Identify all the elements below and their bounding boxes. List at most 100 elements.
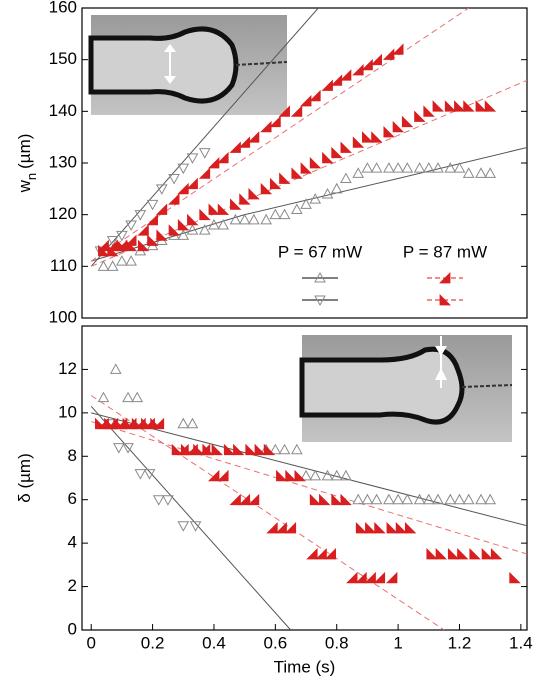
marker bbox=[490, 548, 503, 560]
marker bbox=[290, 105, 303, 117]
marker bbox=[346, 571, 358, 584]
y-axis-label: δ (µm) bbox=[15, 453, 34, 502]
marker bbox=[469, 548, 481, 560]
marker bbox=[339, 69, 352, 81]
marker bbox=[171, 443, 184, 456]
marker bbox=[284, 521, 297, 534]
marker bbox=[365, 521, 377, 534]
legend-marker bbox=[314, 271, 326, 283]
marker bbox=[208, 203, 220, 215]
legend-title: P = 67 mW bbox=[278, 242, 362, 261]
marker bbox=[401, 162, 414, 173]
marker bbox=[248, 213, 260, 225]
marker bbox=[177, 229, 190, 240]
fit-line bbox=[91, 412, 527, 527]
marker bbox=[229, 493, 241, 506]
marker bbox=[168, 193, 180, 205]
marker bbox=[141, 417, 153, 430]
marker bbox=[352, 136, 365, 148]
marker bbox=[392, 120, 405, 133]
marker bbox=[330, 182, 343, 194]
marker bbox=[112, 443, 125, 454]
marker bbox=[238, 213, 251, 225]
marker bbox=[276, 469, 288, 482]
marker bbox=[462, 493, 475, 505]
marker bbox=[355, 521, 368, 534]
marker bbox=[239, 193, 251, 205]
marker bbox=[385, 571, 398, 584]
marker bbox=[97, 391, 110, 403]
marker bbox=[315, 548, 327, 560]
marker bbox=[484, 100, 497, 112]
marker bbox=[202, 443, 214, 456]
marker bbox=[300, 162, 313, 174]
marker bbox=[294, 469, 306, 482]
marker bbox=[309, 157, 322, 169]
marker bbox=[211, 443, 224, 456]
marker bbox=[374, 521, 386, 534]
marker bbox=[432, 100, 444, 112]
marker bbox=[269, 115, 281, 128]
x-tick-label: 0.2 bbox=[141, 633, 165, 652]
y-tick-label: 150 bbox=[49, 49, 77, 68]
y-tick-label: 4 bbox=[68, 533, 77, 552]
marker bbox=[475, 100, 487, 112]
marker bbox=[364, 571, 376, 584]
marker bbox=[125, 220, 137, 232]
marker bbox=[150, 417, 162, 430]
marker bbox=[125, 255, 137, 266]
marker bbox=[383, 493, 395, 505]
marker bbox=[340, 141, 352, 153]
marker bbox=[106, 260, 119, 271]
marker bbox=[392, 162, 404, 173]
y-axis-label-part: n bbox=[24, 173, 39, 180]
marker bbox=[386, 521, 398, 534]
x-tick-label: 0.6 bbox=[264, 633, 288, 652]
marker bbox=[331, 493, 343, 506]
marker bbox=[444, 493, 457, 505]
y-tick-label: 140 bbox=[49, 101, 77, 120]
marker bbox=[475, 493, 487, 505]
marker bbox=[125, 239, 138, 252]
marker bbox=[413, 493, 426, 505]
marker bbox=[137, 239, 150, 252]
y-tick-label: 100 bbox=[49, 307, 77, 326]
marker bbox=[361, 493, 374, 505]
marker bbox=[340, 172, 352, 183]
marker bbox=[254, 443, 266, 456]
marker bbox=[484, 167, 497, 178]
marker bbox=[177, 219, 190, 231]
marker bbox=[324, 548, 336, 560]
marker bbox=[207, 469, 220, 482]
marker bbox=[321, 187, 334, 199]
marker bbox=[109, 363, 122, 374]
marker bbox=[217, 218, 230, 230]
x-tick-label: 1.4 bbox=[509, 633, 533, 652]
marker bbox=[340, 493, 352, 506]
marker bbox=[309, 193, 322, 204]
marker bbox=[217, 469, 229, 482]
marker bbox=[309, 469, 322, 481]
inset-image-top bbox=[88, 15, 288, 115]
marker bbox=[116, 239, 128, 252]
marker bbox=[116, 230, 128, 242]
marker bbox=[152, 495, 165, 506]
marker bbox=[134, 210, 147, 221]
marker bbox=[107, 244, 119, 257]
marker bbox=[198, 224, 211, 235]
marker bbox=[269, 177, 282, 190]
marker bbox=[462, 167, 475, 178]
marker bbox=[217, 203, 230, 215]
y-tick-label: 6 bbox=[68, 489, 77, 508]
y-axis-label-part: w bbox=[15, 179, 34, 193]
marker bbox=[413, 162, 426, 173]
marker bbox=[189, 521, 202, 532]
x-tick-label: 0.8 bbox=[325, 633, 349, 652]
marker bbox=[230, 198, 242, 210]
marker bbox=[229, 213, 242, 225]
marker bbox=[319, 493, 331, 506]
marker bbox=[475, 167, 487, 178]
marker bbox=[223, 443, 236, 456]
marker bbox=[198, 148, 211, 159]
